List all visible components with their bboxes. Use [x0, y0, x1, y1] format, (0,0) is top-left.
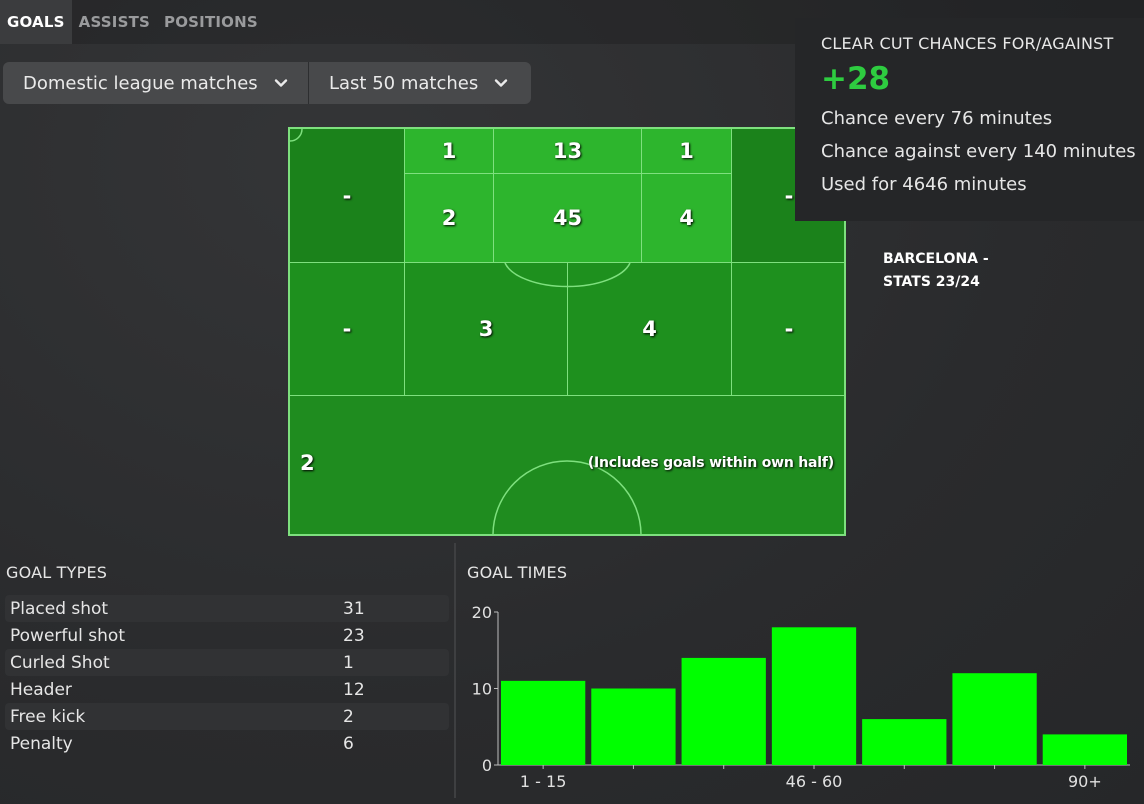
- zone-own-half: 2: [300, 451, 315, 475]
- goal-zone-pitch: - - 1 13 1 2 45 4 - 3 4 - 2 (Includes go…: [288, 127, 846, 536]
- chevron-down-icon: [494, 76, 508, 90]
- bar-46-60: [771, 627, 857, 765]
- list-item: Powerful shot 23: [5, 622, 449, 649]
- x-tick-label: 1 - 15: [520, 772, 566, 791]
- goal-types-title: GOAL TYPES: [6, 563, 108, 582]
- ccc-title: CLEAR CUT CHANCES FOR/AGAINST: [821, 34, 1114, 53]
- clear-cut-chances-panel: CLEAR CUT CHANCES FOR/AGAINST +28 Chance…: [795, 18, 1144, 221]
- goal-type-label: Header: [10, 679, 72, 700]
- bar-31-45: [681, 657, 766, 765]
- bar-90+: [1042, 734, 1127, 765]
- section-divider: [454, 543, 456, 798]
- goal-type-value: 23: [343, 625, 365, 646]
- chevron-down-icon: [274, 76, 288, 90]
- team-caption: BARCELONA - STATS 23/24: [883, 248, 989, 294]
- goal-type-label: Placed shot: [10, 598, 109, 619]
- goal-times-chart: 0 10 20 1 - 15 46 - 60 90+: [472, 603, 1130, 791]
- tab-goals[interactable]: GOALS: [0, 0, 72, 44]
- list-item: Free kick 2: [5, 703, 449, 730]
- goal-type-label: Powerful shot: [10, 625, 125, 646]
- range-dropdown-label: Last 50 matches: [329, 72, 479, 94]
- zone-top-left: -: [290, 129, 405, 263]
- bar-76-90: [952, 673, 1037, 765]
- x-tick-label: 46 - 60: [786, 772, 843, 791]
- list-item: Header 12: [5, 676, 449, 703]
- ccc-minutes-used: Used for 4646 minutes: [821, 174, 1027, 195]
- caption-line-2: STATS 23/24: [883, 274, 980, 290]
- y-tick-label: 10: [472, 680, 492, 699]
- goal-type-value: 6: [343, 733, 354, 754]
- goal-type-label: Free kick: [10, 706, 86, 727]
- bar-16-30: [591, 688, 676, 765]
- zone-six-left: 1: [404, 129, 494, 174]
- list-item: Penalty 6: [5, 730, 449, 757]
- goal-times-title: GOAL TIMES: [467, 563, 568, 582]
- tab-positions[interactable]: POSITIONS: [164, 13, 258, 31]
- zone-box-right: 4: [641, 173, 732, 263]
- zone-mid-left: 3: [404, 262, 568, 396]
- goal-type-label: Penalty: [10, 733, 73, 754]
- bar-61-75: [862, 719, 947, 765]
- tab-assists[interactable]: ASSISTS: [78, 13, 151, 31]
- list-item: Placed shot 31: [5, 595, 449, 622]
- zone-six-right: 1: [641, 129, 732, 174]
- competition-dropdown-label: Domestic league matches: [23, 72, 258, 94]
- own-half-note: (Includes goals within own half): [587, 455, 834, 471]
- ccc-chance-against: Chance against every 140 minutes: [821, 141, 1136, 162]
- bar-1-15: [501, 680, 586, 765]
- competition-dropdown[interactable]: Domestic league matches: [3, 62, 309, 104]
- ccc-chance-for: Chance every 76 minutes: [821, 108, 1053, 129]
- y-tick-label: 0: [482, 756, 492, 775]
- zone-box-center: 45: [493, 173, 642, 263]
- list-item: Curled Shot 1: [5, 649, 449, 676]
- filter-bar: Domestic league matches Last 50 matches: [3, 62, 531, 104]
- zone-box-left: 2: [404, 173, 494, 263]
- goal-type-value: 12: [343, 679, 365, 700]
- zone-six-center: 13: [493, 129, 642, 174]
- goal-type-label: Curled Shot: [10, 652, 110, 673]
- goal-type-value: 2: [343, 706, 354, 727]
- y-tick-label: 20: [472, 603, 492, 622]
- zone-mid-far-left: -: [290, 262, 405, 396]
- goal-type-value: 1: [343, 652, 354, 673]
- ccc-value: +28: [821, 61, 891, 97]
- zone-mid-right: 4: [567, 262, 732, 396]
- caption-line-1: BARCELONA -: [883, 251, 989, 267]
- zone-mid-far-right: -: [731, 262, 844, 396]
- range-dropdown[interactable]: Last 50 matches: [309, 62, 531, 104]
- goal-type-value: 31: [343, 598, 365, 619]
- x-tick-label: 90+: [1068, 772, 1102, 791]
- goal-types-list: Placed shot 31 Powerful shot 23 Curled S…: [5, 595, 449, 757]
